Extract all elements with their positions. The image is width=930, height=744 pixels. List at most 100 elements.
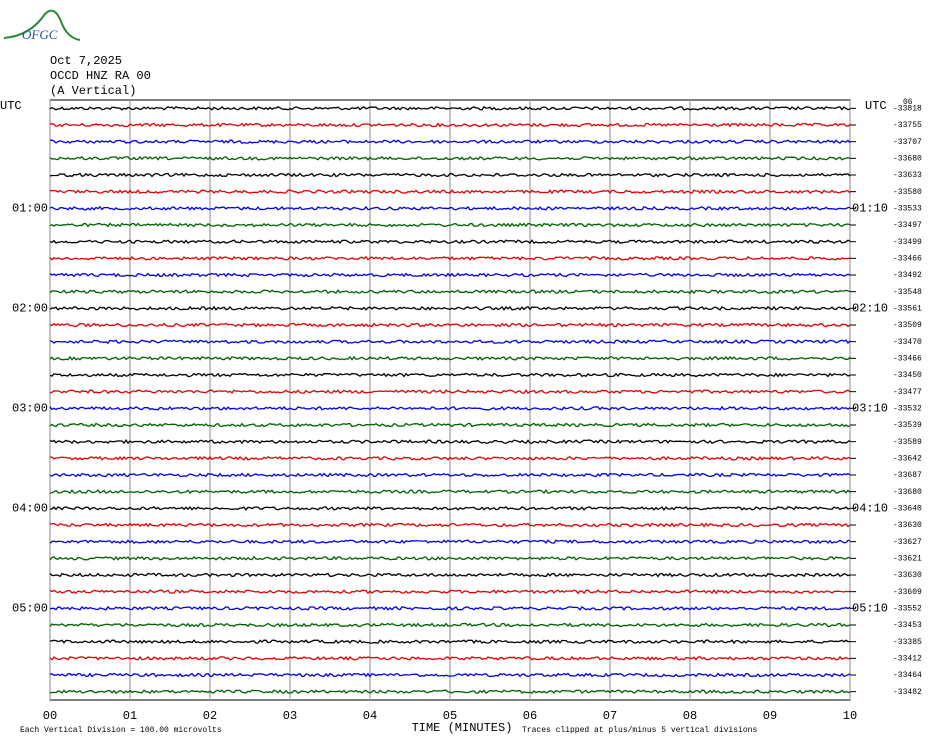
trace — [49, 189, 851, 195]
trace-label: -33680 — [893, 488, 922, 497]
trace-label: -33630 — [893, 571, 922, 580]
trace-label: -33642 — [893, 454, 922, 463]
trace-label: -33533 — [893, 204, 922, 213]
x-tick-label: 01 — [123, 709, 137, 723]
footer-right: Traces clipped at plus/minus 5 vertical … — [522, 726, 757, 735]
trace-label: -33499 — [893, 238, 922, 247]
trace-label: -33532 — [893, 404, 922, 413]
x-tick-label: 08 — [683, 709, 697, 723]
trace-label: -33464 — [893, 671, 922, 680]
trace — [49, 589, 851, 595]
logo-mark — [3, 9, 81, 41]
trace — [49, 489, 851, 495]
right-top: 06 — [903, 98, 913, 107]
trace-label: -33539 — [893, 421, 922, 430]
trace-label: -33552 — [893, 604, 922, 613]
trace — [49, 389, 851, 395]
x-tick-label: 09 — [763, 709, 777, 723]
trace-label: -33630 — [893, 521, 922, 530]
header-line: Oct 7,2025 — [50, 54, 122, 68]
x-tick-label: 04 — [363, 709, 377, 723]
right-label: 04:10 — [852, 502, 888, 516]
trace-label: -33450 — [893, 371, 922, 380]
right-label: 05:10 — [852, 602, 888, 616]
x-tick-label: 06 — [523, 709, 537, 723]
x-tick-label: 02 — [203, 709, 217, 723]
trace — [49, 405, 851, 411]
left-title: UTC — [0, 99, 22, 113]
x-title: TIME (MINUTES) — [412, 721, 513, 735]
header-line: (A Vertical) — [50, 84, 136, 98]
trace — [49, 355, 851, 361]
trace — [49, 205, 851, 211]
right-title: UTC — [865, 99, 887, 113]
trace — [49, 172, 851, 178]
trace — [49, 372, 851, 378]
x-tick-label: 10 — [843, 709, 857, 723]
trace-label: -33818 — [893, 104, 922, 113]
trace-label: -33548 — [893, 288, 922, 297]
trace-label: -33627 — [893, 538, 922, 547]
left-label: 01:00 — [12, 202, 48, 216]
trace — [49, 672, 851, 678]
trace — [49, 305, 851, 311]
left-label: 04:00 — [12, 502, 48, 516]
left-label: 02:00 — [12, 302, 48, 316]
trace — [49, 605, 851, 611]
logo-text: OFGC — [22, 27, 58, 42]
trace — [49, 622, 851, 628]
trace — [49, 422, 851, 428]
trace — [49, 105, 851, 111]
trace-label: -33466 — [893, 254, 922, 263]
trace-label: -33755 — [893, 121, 922, 130]
trace-label: -33482 — [893, 688, 922, 697]
trace — [49, 505, 851, 511]
trace-label: -33621 — [893, 554, 922, 563]
trace-label: -33561 — [893, 304, 922, 313]
trace — [49, 239, 851, 245]
x-tick-label: 03 — [283, 709, 297, 723]
footer-left: Each Vertical Division = 100.00 microvol… — [20, 726, 222, 735]
right-label: 02:10 — [852, 302, 888, 316]
trace — [49, 139, 851, 145]
trace-label: -33609 — [893, 588, 922, 597]
trace — [49, 455, 851, 461]
trace — [49, 222, 851, 228]
trace-label: -33707 — [893, 138, 922, 147]
trace-label: -33509 — [893, 321, 922, 330]
trace-label: -33453 — [893, 621, 922, 630]
trace — [49, 472, 851, 478]
trace — [49, 522, 851, 528]
x-tick-label: 00 — [43, 709, 57, 723]
trace-label: -33477 — [893, 388, 922, 397]
trace-label: -33497 — [893, 221, 922, 230]
trace — [49, 289, 851, 295]
trace — [49, 339, 851, 345]
trace — [49, 555, 851, 561]
trace-label: -33466 — [893, 354, 922, 363]
left-label: 03:00 — [12, 402, 48, 416]
trace-label: -33633 — [893, 171, 922, 180]
trace-label: -33470 — [893, 338, 922, 347]
right-label: 01:10 — [852, 202, 888, 216]
trace — [49, 255, 851, 261]
trace — [49, 155, 851, 161]
trace — [49, 539, 851, 545]
x-tick-label: 05 — [443, 709, 457, 723]
trace — [49, 639, 851, 645]
trace — [49, 572, 851, 578]
trace — [49, 655, 851, 661]
trace-label: -33680 — [893, 154, 922, 163]
right-label: 03:10 — [852, 402, 888, 416]
trace-label: -33492 — [893, 271, 922, 280]
trace — [49, 122, 851, 128]
header-line: OCCD HNZ RA 00 — [50, 69, 151, 83]
trace-label: -33687 — [893, 471, 922, 480]
trace-label: -33385 — [893, 638, 922, 647]
x-tick-label: 07 — [603, 709, 617, 723]
trace — [49, 272, 851, 278]
left-label: 05:00 — [12, 602, 48, 616]
trace-label: -33580 — [893, 188, 922, 197]
trace-label: -33589 — [893, 438, 922, 447]
